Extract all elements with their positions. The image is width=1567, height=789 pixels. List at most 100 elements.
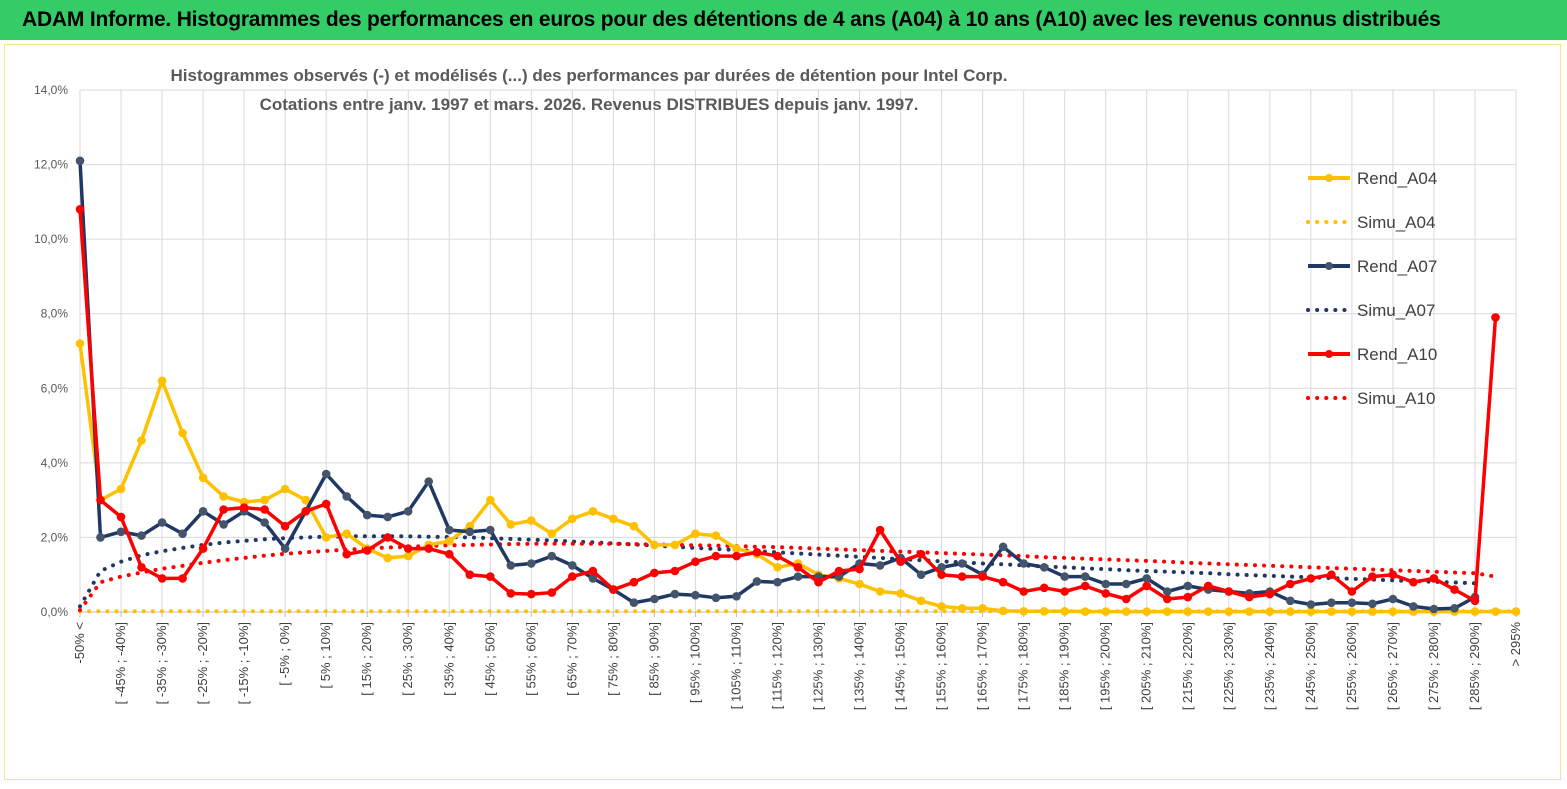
x-tick-label: [ 15% ; 20%] [359, 622, 374, 696]
data-point [1204, 607, 1213, 616]
data-point [96, 495, 105, 505]
data-point [219, 492, 228, 501]
data-point [486, 525, 495, 535]
data-point [1101, 579, 1110, 589]
data-point [1060, 572, 1069, 581]
x-tick-label: [ 135% ; 140%] [852, 622, 867, 710]
data-point [1327, 570, 1336, 580]
report-banner: ADAM Informe. Histogrammes des performan… [0, 0, 1567, 40]
data-point [1265, 589, 1275, 599]
x-tick-label: [ 275% ; 280%] [1426, 622, 1441, 710]
data-point [896, 557, 905, 567]
data-point [280, 521, 290, 531]
x-tick-label: [ 285% ; 290%] [1467, 622, 1482, 710]
data-point [670, 566, 680, 576]
data-point [752, 548, 762, 557]
data-point [1163, 587, 1172, 596]
data-point [1121, 607, 1131, 616]
data-point [1409, 577, 1418, 587]
x-tick-label: -50% < [72, 622, 87, 664]
data-point [875, 561, 885, 570]
data-point [650, 594, 659, 604]
x-tick-label: [ 265% ; 270%] [1385, 622, 1400, 710]
data-point [998, 606, 1008, 616]
data-point [773, 551, 782, 561]
series-Rend_A10 [75, 205, 1500, 606]
data-point [1101, 589, 1110, 598]
data-point [1511, 607, 1521, 616]
x-tick-label: [ 115% ; 120%] [769, 622, 784, 709]
data-point [1327, 598, 1336, 608]
data-point [1224, 607, 1234, 616]
data-point [527, 589, 536, 599]
legend-marker [1325, 262, 1333, 270]
x-tick-label: [ 75% ; 80%] [605, 622, 620, 696]
data-point [1080, 581, 1090, 591]
data-point [116, 527, 126, 537]
x-tick-label: [ -5% ; 0%] [277, 622, 292, 686]
x-tick-label: [ 5% ; 10%] [318, 622, 333, 688]
data-point [198, 507, 208, 516]
data-point [1347, 598, 1357, 608]
data-point [1080, 572, 1090, 581]
data-point [1450, 604, 1459, 613]
data-point [1388, 570, 1398, 580]
y-tick-label: 6,0% [41, 381, 69, 395]
legend-marker [1325, 174, 1333, 182]
data-point [711, 551, 721, 561]
data-point [814, 577, 823, 587]
x-tick-label: [ 105% ; 110%] [728, 622, 743, 709]
data-point [527, 516, 536, 525]
data-point [383, 533, 393, 542]
x-tick-label: [ 205% ; 210%] [1139, 622, 1154, 710]
x-tick-label: [ -25% ; -20%] [195, 622, 210, 704]
y-tick-label: 8,0% [41, 307, 69, 321]
data-point [547, 551, 557, 561]
data-point [178, 529, 187, 539]
data-point [855, 579, 864, 589]
data-point [465, 527, 475, 537]
axes: 0,0% 2,0% 4,0% 6,0% 8,0% 10,0% 12,0% 14,0% -50% … [34, 83, 1523, 710]
x-tick-label: [ 95% ; 100%] [687, 622, 702, 703]
data-point [691, 529, 700, 539]
data-point [691, 557, 700, 567]
legend-label: Simu_A04 [1357, 213, 1435, 232]
data-point [732, 544, 741, 553]
x-tick-label: [ 195% ; 200%] [1098, 622, 1113, 710]
data-point [1286, 579, 1295, 589]
data-point [916, 549, 926, 559]
x-tick-label: [ 235% ; 240%] [1262, 622, 1277, 710]
data-point [178, 574, 187, 583]
legend-item-Simu_A04: Simu_A04 [1306, 213, 1435, 232]
data-point [629, 521, 639, 531]
data-point [198, 544, 208, 553]
x-tick-label: [ 185% ; 190%] [1057, 622, 1072, 710]
data-point [670, 540, 680, 550]
series-layer [75, 156, 1521, 616]
legend-label: Rend_A07 [1357, 257, 1437, 276]
data-point [629, 577, 639, 587]
data-point [116, 512, 126, 522]
x-tick-label: [ 125% ; 130%] [811, 622, 826, 710]
data-point [1491, 313, 1500, 322]
data-point [1019, 587, 1029, 596]
data-point [1245, 592, 1254, 602]
data-point [547, 529, 557, 539]
data-point [1347, 607, 1357, 616]
data-point [403, 551, 413, 561]
data-point [1204, 581, 1213, 591]
y-tick-label: 10,0% [34, 232, 68, 246]
data-point [855, 564, 864, 574]
x-tick-label: [ 55% ; 60%] [523, 622, 538, 696]
data-point [1039, 607, 1049, 616]
data-point [568, 572, 577, 581]
data-point [321, 469, 331, 479]
legend-item-Rend_A04: Rend_A04 [1308, 169, 1437, 188]
legend-label: Simu_A07 [1357, 301, 1435, 320]
data-point [1470, 596, 1480, 606]
data-point [1491, 607, 1500, 616]
legend: Rend_A04 Simu_A04 Rend_A07 Simu_A07 Rend_A10… [1306, 169, 1437, 408]
data-point [403, 507, 413, 516]
data-point [793, 572, 803, 581]
data-point [527, 559, 536, 568]
